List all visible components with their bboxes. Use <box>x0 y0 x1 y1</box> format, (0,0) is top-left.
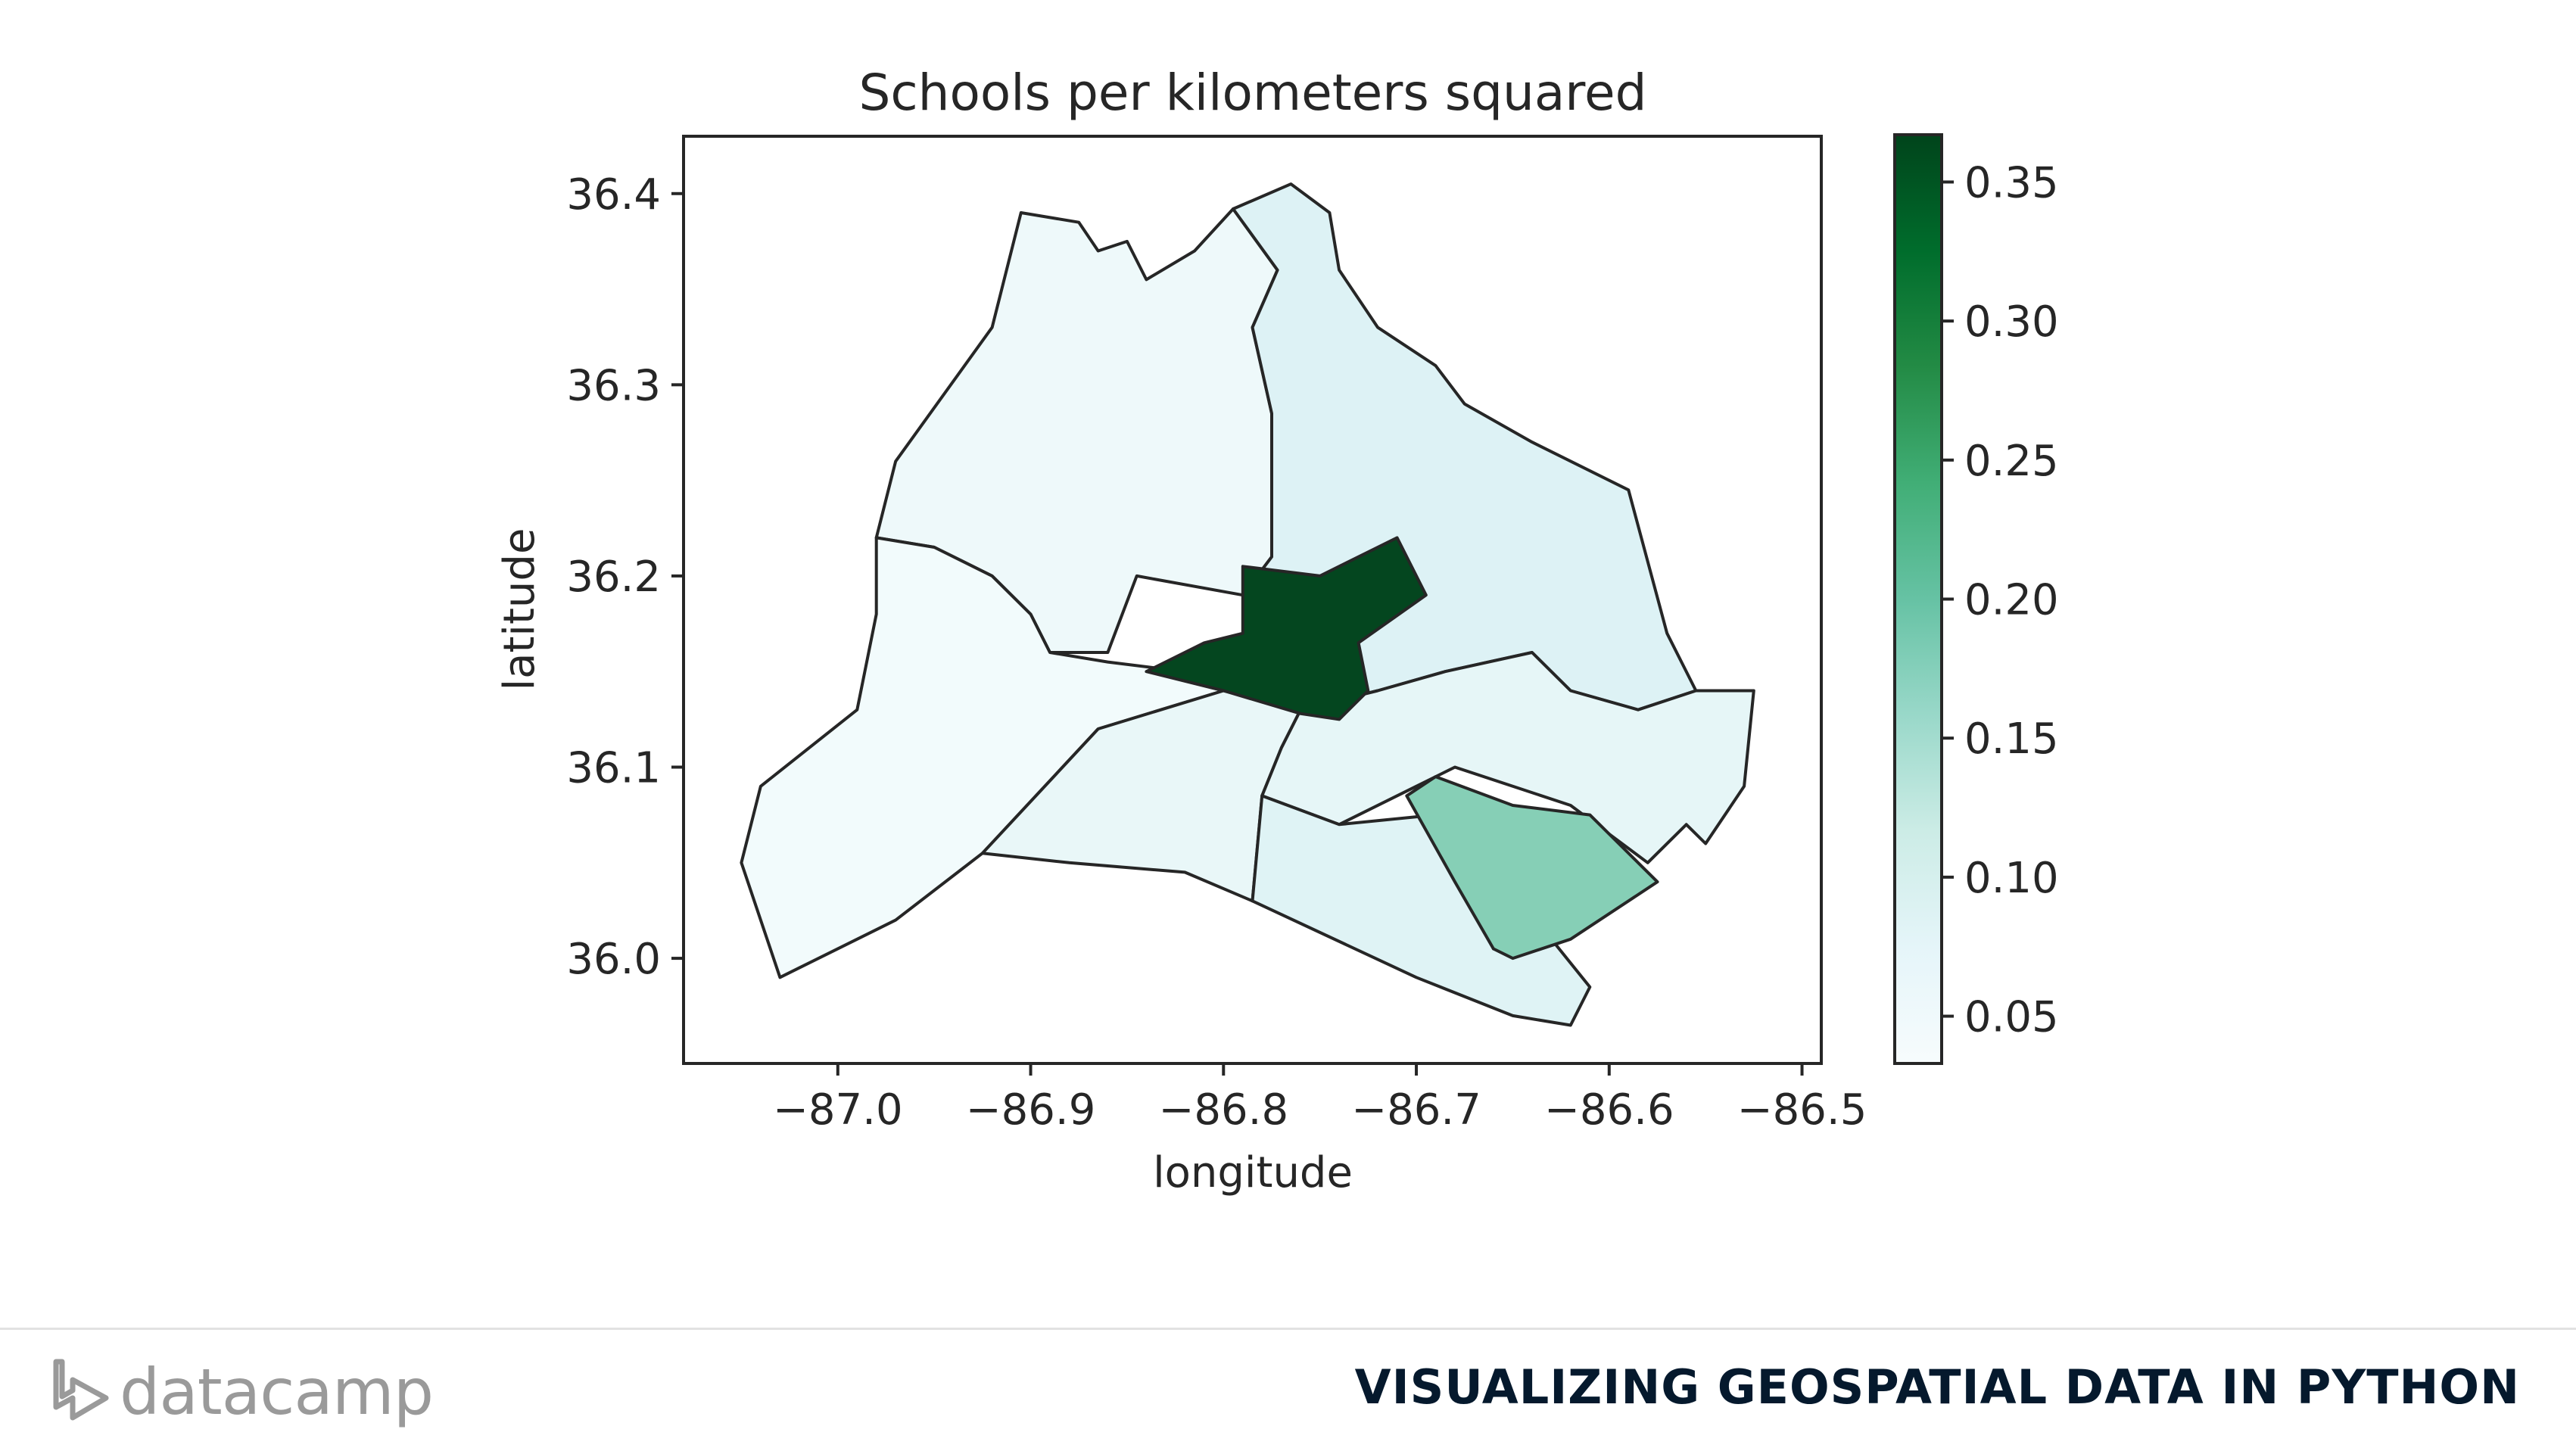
colorbar-tick-label: 0.15 <box>1964 715 2059 764</box>
x-axis-label: longitude <box>1153 1148 1353 1197</box>
colorbar-tick-label: 0.20 <box>1964 576 2059 625</box>
colorbar-tick-label: 0.10 <box>1964 854 2059 903</box>
x-tick-label: −86.5 <box>1737 1085 1867 1135</box>
y-tick-label: 36.3 <box>566 361 661 410</box>
y-axis: 36.0 36.1 36.2 36.3 36.4 <box>566 170 684 984</box>
footer-divider <box>0 1328 2576 1330</box>
plot-frame <box>682 135 1823 1065</box>
y-tick-label: 36.0 <box>566 935 661 984</box>
x-tick-label: −86.6 <box>1544 1085 1674 1135</box>
y-tick-label: 36.2 <box>566 553 661 602</box>
datacamp-logo-text: datacamp <box>120 1355 434 1429</box>
x-axis: −87.0 −86.9 −86.8 −86.7 −86.6 −86.5 <box>773 1063 1867 1135</box>
region-brentwood <box>1405 775 1659 961</box>
datacamp-logo-icon <box>53 1359 109 1421</box>
course-title: VISUALIZING GEOSPATIAL DATA IN PYTHON <box>1354 1359 2520 1415</box>
regions-layer <box>740 182 1755 1027</box>
colorbar-tick-label: 0.30 <box>1964 297 2059 347</box>
y-tick-label: 36.1 <box>566 744 661 793</box>
y-axis-label: latitude <box>495 528 544 691</box>
x-tick-label: −86.7 <box>1351 1085 1481 1135</box>
region-downtown <box>1145 536 1428 721</box>
colorbar-tick-label: 0.05 <box>1964 993 2059 1042</box>
colorbar-tick-label: 0.25 <box>1964 437 2059 486</box>
x-tick-label: −87.0 <box>773 1085 903 1135</box>
x-tick-label: −86.9 <box>966 1085 1096 1135</box>
datacamp-logo: datacamp <box>50 1350 434 1434</box>
x-tick-label: −86.8 <box>1158 1085 1288 1135</box>
colorbar <box>1893 133 1943 1065</box>
colorbar-tick-label: 0.35 <box>1964 158 2059 207</box>
chart-title: Schools per kilometers squared <box>859 64 1647 122</box>
colorbar-ticks: 0.05 0.10 0.15 0.20 0.25 0.30 0.35 <box>1942 158 2059 1042</box>
y-tick-label: 36.4 <box>566 170 661 220</box>
